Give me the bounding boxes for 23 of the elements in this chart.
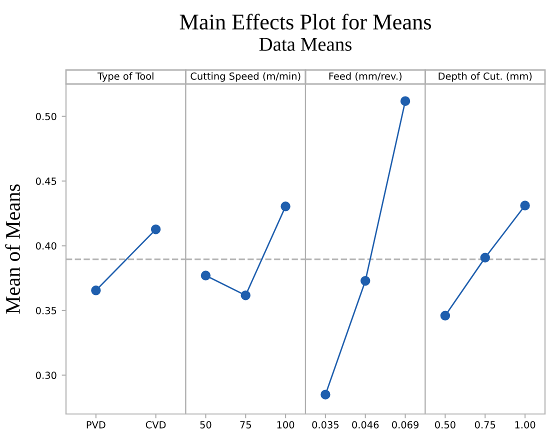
x-tick-label: 50 [200,421,212,428]
x-tick-label: 1.00 [515,421,536,428]
x-tick-label: 0.75 [474,421,496,428]
y-tick-label: 0.45 [36,178,56,185]
x-tick-label: 100 [277,421,294,428]
chart-title: Cutting Speed (m/min) [190,72,300,82]
x-tick-label: 0.046 [352,421,379,428]
x-tick-label: CVD [146,421,166,428]
chart-title: Type of Tool [97,72,154,82]
y-tick-label: 0.40 [36,242,56,250]
text: Main Effects Plot for Means [180,14,432,30]
y-tick-label: 0.35 [36,306,56,314]
text: Data Means [259,38,352,51]
y-tick-label: 0.50 [36,112,56,120]
chart-title: Feed (mm/rev.) [329,72,402,81]
y-axis-title: Mean of Means [5,184,20,314]
x-tick-label: 0.50 [435,421,456,428]
chart-title: Depth of Cut. (mm) [438,72,532,82]
x-tick-label: 0.035 [312,421,339,428]
x-tick-label: PVD [86,421,106,428]
x-tick-label: 0.069 [392,421,419,428]
y-tick-label: 0.30 [36,372,56,380]
x-tick-label: 75 [240,421,251,428]
